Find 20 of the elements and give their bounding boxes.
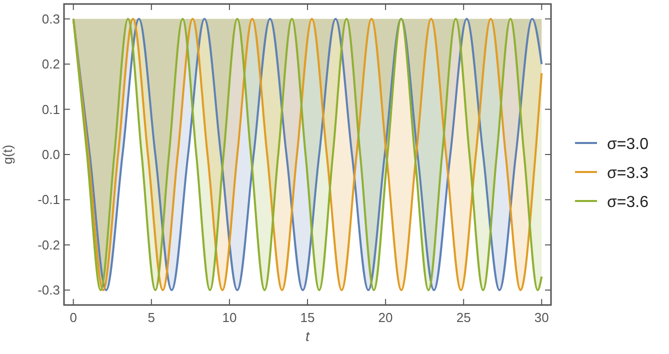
y-tick-label: 0.0 bbox=[42, 147, 60, 162]
line-series bbox=[72, 18, 543, 292]
legend-label: σ=3.6 bbox=[607, 194, 649, 211]
y-tick-label: 0.1 bbox=[42, 102, 60, 117]
y-axis-title: g(t) bbox=[0, 144, 15, 164]
y-tick-label: -0.3 bbox=[38, 282, 60, 298]
x-tick-label: 20 bbox=[378, 310, 393, 325]
y-tick-label: 0.3 bbox=[42, 11, 60, 26]
y-tick-label: -0.1 bbox=[38, 192, 60, 208]
x-axis-title: t bbox=[306, 328, 311, 344]
legend-label: σ=3.0 bbox=[607, 136, 649, 153]
legend-label: σ=3.3 bbox=[607, 165, 649, 182]
x-tick-label: 10 bbox=[222, 310, 237, 325]
x-tick-label: 5 bbox=[148, 310, 156, 325]
y-tick-label: -0.2 bbox=[38, 237, 60, 252]
x-tick-label: 30 bbox=[534, 310, 549, 325]
y-tick-label: 0.2 bbox=[42, 56, 60, 72]
x-tick-label: 25 bbox=[456, 310, 471, 325]
x-tick-label: 0 bbox=[70, 310, 77, 325]
x-tick-label: 15 bbox=[300, 310, 315, 325]
